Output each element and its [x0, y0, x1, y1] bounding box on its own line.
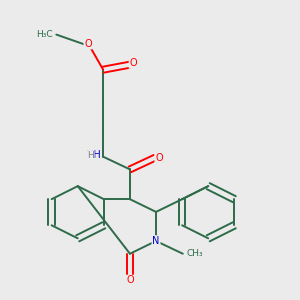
Text: O: O [84, 39, 92, 49]
Text: CH₃: CH₃ [186, 249, 203, 258]
Text: O: O [130, 58, 137, 68]
Text: O: O [155, 153, 163, 163]
Text: H₃C: H₃C [36, 30, 53, 39]
Text: N: N [152, 236, 160, 246]
Text: H: H [87, 151, 94, 160]
Text: NH: NH [86, 150, 101, 161]
Text: O: O [126, 275, 134, 286]
